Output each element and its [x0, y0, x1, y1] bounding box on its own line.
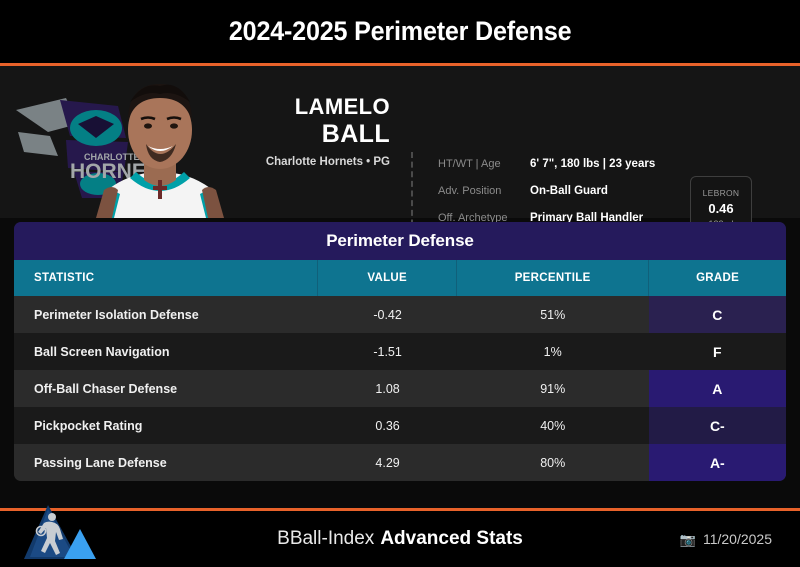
cell-statistic: Passing Lane Defense [34, 455, 167, 470]
table-row: Off-Ball Chaser Defense 1.08 91% A [14, 370, 786, 407]
table-title: Perimeter Defense [14, 222, 786, 260]
cell-statistic: Ball Screen Navigation [34, 344, 170, 359]
player-first-name: LAMELO [294, 94, 390, 119]
cell-grade: C [648, 296, 786, 333]
hero-dashed-divider [411, 152, 413, 264]
footer-bar: BBall-Index Advanced Stats 📷 11/20/2025 [0, 505, 800, 567]
cell-grade: A [648, 370, 786, 407]
calendar-icon: 📷 [679, 531, 696, 547]
cell-statistic: Off-Ball Chaser Defense [34, 381, 178, 396]
column-header-value: VALUE [318, 260, 458, 296]
attribute-value: Primary Ball Handler [530, 212, 644, 224]
cell-percentile: 80% [540, 455, 566, 470]
attribute-value: 6' 7", 180 lbs | 23 years [530, 158, 656, 170]
player-name-block: LAMELO BALL Charlotte Hornets • PG [200, 94, 390, 168]
attribute-row: Adv. Position On-Ball Guard [438, 185, 678, 208]
table-header-row: STATISTIC VALUE PERCENTILE GRADE [14, 260, 786, 296]
cell-grade: A- [648, 444, 786, 481]
table-row: Passing Lane Defense 4.29 80% A- [14, 444, 786, 481]
svg-text:CHARLOTTE: CHARLOTTE [84, 152, 140, 162]
player-team-position: Charlotte Hornets • PG [265, 156, 390, 168]
player-headshot-icon [96, 84, 224, 218]
page-title: 2024-2025 Perimeter Defense [228, 16, 572, 46]
attribute-label: HT/WT | Age [438, 158, 501, 170]
attribute-row: HT/WT | Age 6' 7", 180 lbs | 23 years [438, 158, 678, 181]
table-row: Perimeter Isolation Defense -0.42 51% C [14, 296, 786, 333]
bball-index-logo-icon [24, 505, 96, 559]
column-header-statistic: STATISTIC [14, 260, 319, 296]
perimeter-defense-table: Perimeter Defense STATISTIC VALUE PERCEN… [14, 222, 786, 481]
footer-brand-suffix: Advanced Stats [380, 528, 523, 549]
cell-value: 1.08 [375, 381, 400, 396]
attribute-label: Adv. Position [438, 185, 502, 197]
player-hero-section: CHARLOTTE HORNET [0, 66, 800, 264]
cell-value: -1.51 [373, 344, 402, 359]
cell-percentile: 1% [543, 344, 562, 359]
cell-value: -0.42 [373, 307, 402, 322]
cell-value: 4.29 [375, 455, 400, 470]
cell-statistic: Perimeter Isolation Defense [34, 307, 199, 322]
attribute-value: On-Ball Guard [530, 185, 608, 197]
bottom-accent-divider [0, 508, 800, 511]
attribute-row: Off. Archetype Primary Ball Handler [438, 212, 678, 235]
lebron-label: LEBRON [702, 187, 740, 198]
attribute-label: Off. Archetype [438, 212, 508, 224]
cell-grade: C- [648, 407, 786, 444]
table-row: Pickpocket Rating 0.36 40% C- [14, 407, 786, 444]
cell-grade: F [713, 343, 722, 360]
player-last-name: BALL [321, 120, 390, 148]
cell-percentile: 91% [540, 381, 566, 396]
title-bar: 2024-2025 Perimeter Defense [0, 0, 800, 63]
footer-date-group: 📷 11/20/2025 [680, 511, 772, 567]
column-header-percentile: PERCENTILE [457, 260, 650, 296]
cell-statistic: Pickpocket Rating [34, 418, 143, 433]
table-row: Ball Screen Navigation -1.51 1% F [14, 333, 786, 370]
column-header-grade: GRADE [696, 272, 740, 284]
footer-brand-name: BBall-Index [277, 528, 375, 549]
lebron-value: 0.46 [708, 200, 734, 216]
footer-brand: BBall-Index Advanced Stats [0, 511, 800, 567]
cell-value: 0.36 [375, 418, 400, 433]
cell-percentile: 40% [540, 418, 566, 433]
top-accent-divider [0, 63, 800, 66]
footer-date: 11/20/2025 [702, 531, 772, 547]
cell-percentile: 51% [540, 307, 566, 322]
